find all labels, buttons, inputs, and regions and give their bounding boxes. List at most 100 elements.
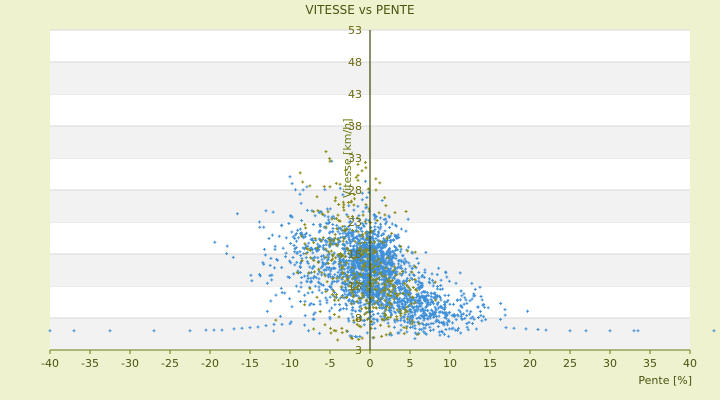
data-point <box>263 253 267 257</box>
data-point <box>480 319 484 323</box>
data-point <box>420 281 424 285</box>
data-point <box>225 244 229 248</box>
data-point <box>314 276 318 280</box>
data-point <box>380 334 384 338</box>
data-point <box>299 285 303 289</box>
data-point <box>401 283 405 287</box>
data-point <box>264 324 268 328</box>
data-point <box>330 282 334 286</box>
data-point <box>346 201 350 205</box>
data-point <box>324 296 328 300</box>
data-point <box>356 294 360 298</box>
data-point <box>408 273 412 277</box>
data-point <box>313 236 317 240</box>
data-point <box>326 258 330 262</box>
data-point <box>357 324 361 328</box>
data-point <box>443 306 447 310</box>
data-point <box>357 214 361 218</box>
data-point <box>469 316 473 320</box>
data-point <box>370 235 374 239</box>
data-point <box>417 261 421 265</box>
data-point <box>364 247 368 251</box>
data-point <box>364 250 368 254</box>
data-point <box>322 244 326 248</box>
data-point <box>291 235 295 239</box>
data-point <box>422 315 426 319</box>
data-point <box>415 256 419 260</box>
data-point <box>231 255 235 259</box>
data-point <box>357 296 361 300</box>
data-point <box>324 243 328 247</box>
data-point <box>408 264 412 268</box>
data-point <box>460 312 464 316</box>
data-point <box>347 204 351 208</box>
data-point <box>306 261 310 265</box>
data-point <box>348 241 352 245</box>
data-point <box>356 204 360 208</box>
data-point <box>290 215 294 219</box>
data-point <box>344 286 348 290</box>
data-point <box>401 260 405 264</box>
data-point <box>220 328 224 332</box>
data-point <box>337 203 341 207</box>
data-point <box>330 287 334 291</box>
data-point <box>301 188 305 192</box>
data-point <box>374 259 378 263</box>
data-point <box>328 241 332 245</box>
data-point <box>407 261 411 265</box>
data-point <box>297 236 301 240</box>
data-point <box>396 233 400 237</box>
data-point <box>465 309 469 313</box>
data-point <box>352 287 356 291</box>
data-point <box>274 293 278 297</box>
data-point <box>281 246 285 250</box>
x-tick-label: -10 <box>281 357 299 370</box>
data-point <box>383 238 387 242</box>
data-point <box>321 283 325 287</box>
data-point <box>342 247 346 251</box>
data-point <box>365 331 369 335</box>
data-point <box>392 262 396 266</box>
data-point <box>403 301 407 305</box>
data-point <box>308 303 312 307</box>
data-point <box>390 312 394 316</box>
data-point <box>428 325 432 329</box>
data-point <box>312 274 316 278</box>
data-point <box>385 220 389 224</box>
data-point <box>402 332 406 336</box>
data-point <box>399 323 403 327</box>
data-point <box>333 232 337 236</box>
data-point <box>303 303 307 307</box>
data-point <box>292 244 296 248</box>
data-point <box>392 238 396 242</box>
data-point <box>351 257 355 261</box>
data-point <box>374 279 378 283</box>
data-point <box>295 260 299 264</box>
data-point <box>108 329 112 333</box>
data-point <box>317 277 321 281</box>
data-point <box>343 251 347 255</box>
data-point <box>387 248 391 252</box>
data-point <box>306 291 310 295</box>
data-point <box>444 311 448 315</box>
data-point <box>382 252 386 256</box>
data-point <box>303 223 307 227</box>
data-point <box>256 325 260 329</box>
data-point <box>342 296 346 300</box>
data-point <box>346 270 350 274</box>
data-point <box>366 287 370 291</box>
data-point <box>351 295 355 299</box>
data-point <box>393 244 397 248</box>
data-point <box>404 260 408 264</box>
data-point <box>335 223 339 227</box>
data-point <box>345 227 349 231</box>
data-point <box>445 313 449 317</box>
data-point <box>349 293 353 297</box>
data-point <box>431 321 435 325</box>
data-point <box>326 253 330 257</box>
data-point <box>326 215 330 219</box>
data-point <box>304 252 308 256</box>
data-point <box>404 229 408 233</box>
data-point <box>375 285 379 289</box>
data-point <box>355 335 359 339</box>
